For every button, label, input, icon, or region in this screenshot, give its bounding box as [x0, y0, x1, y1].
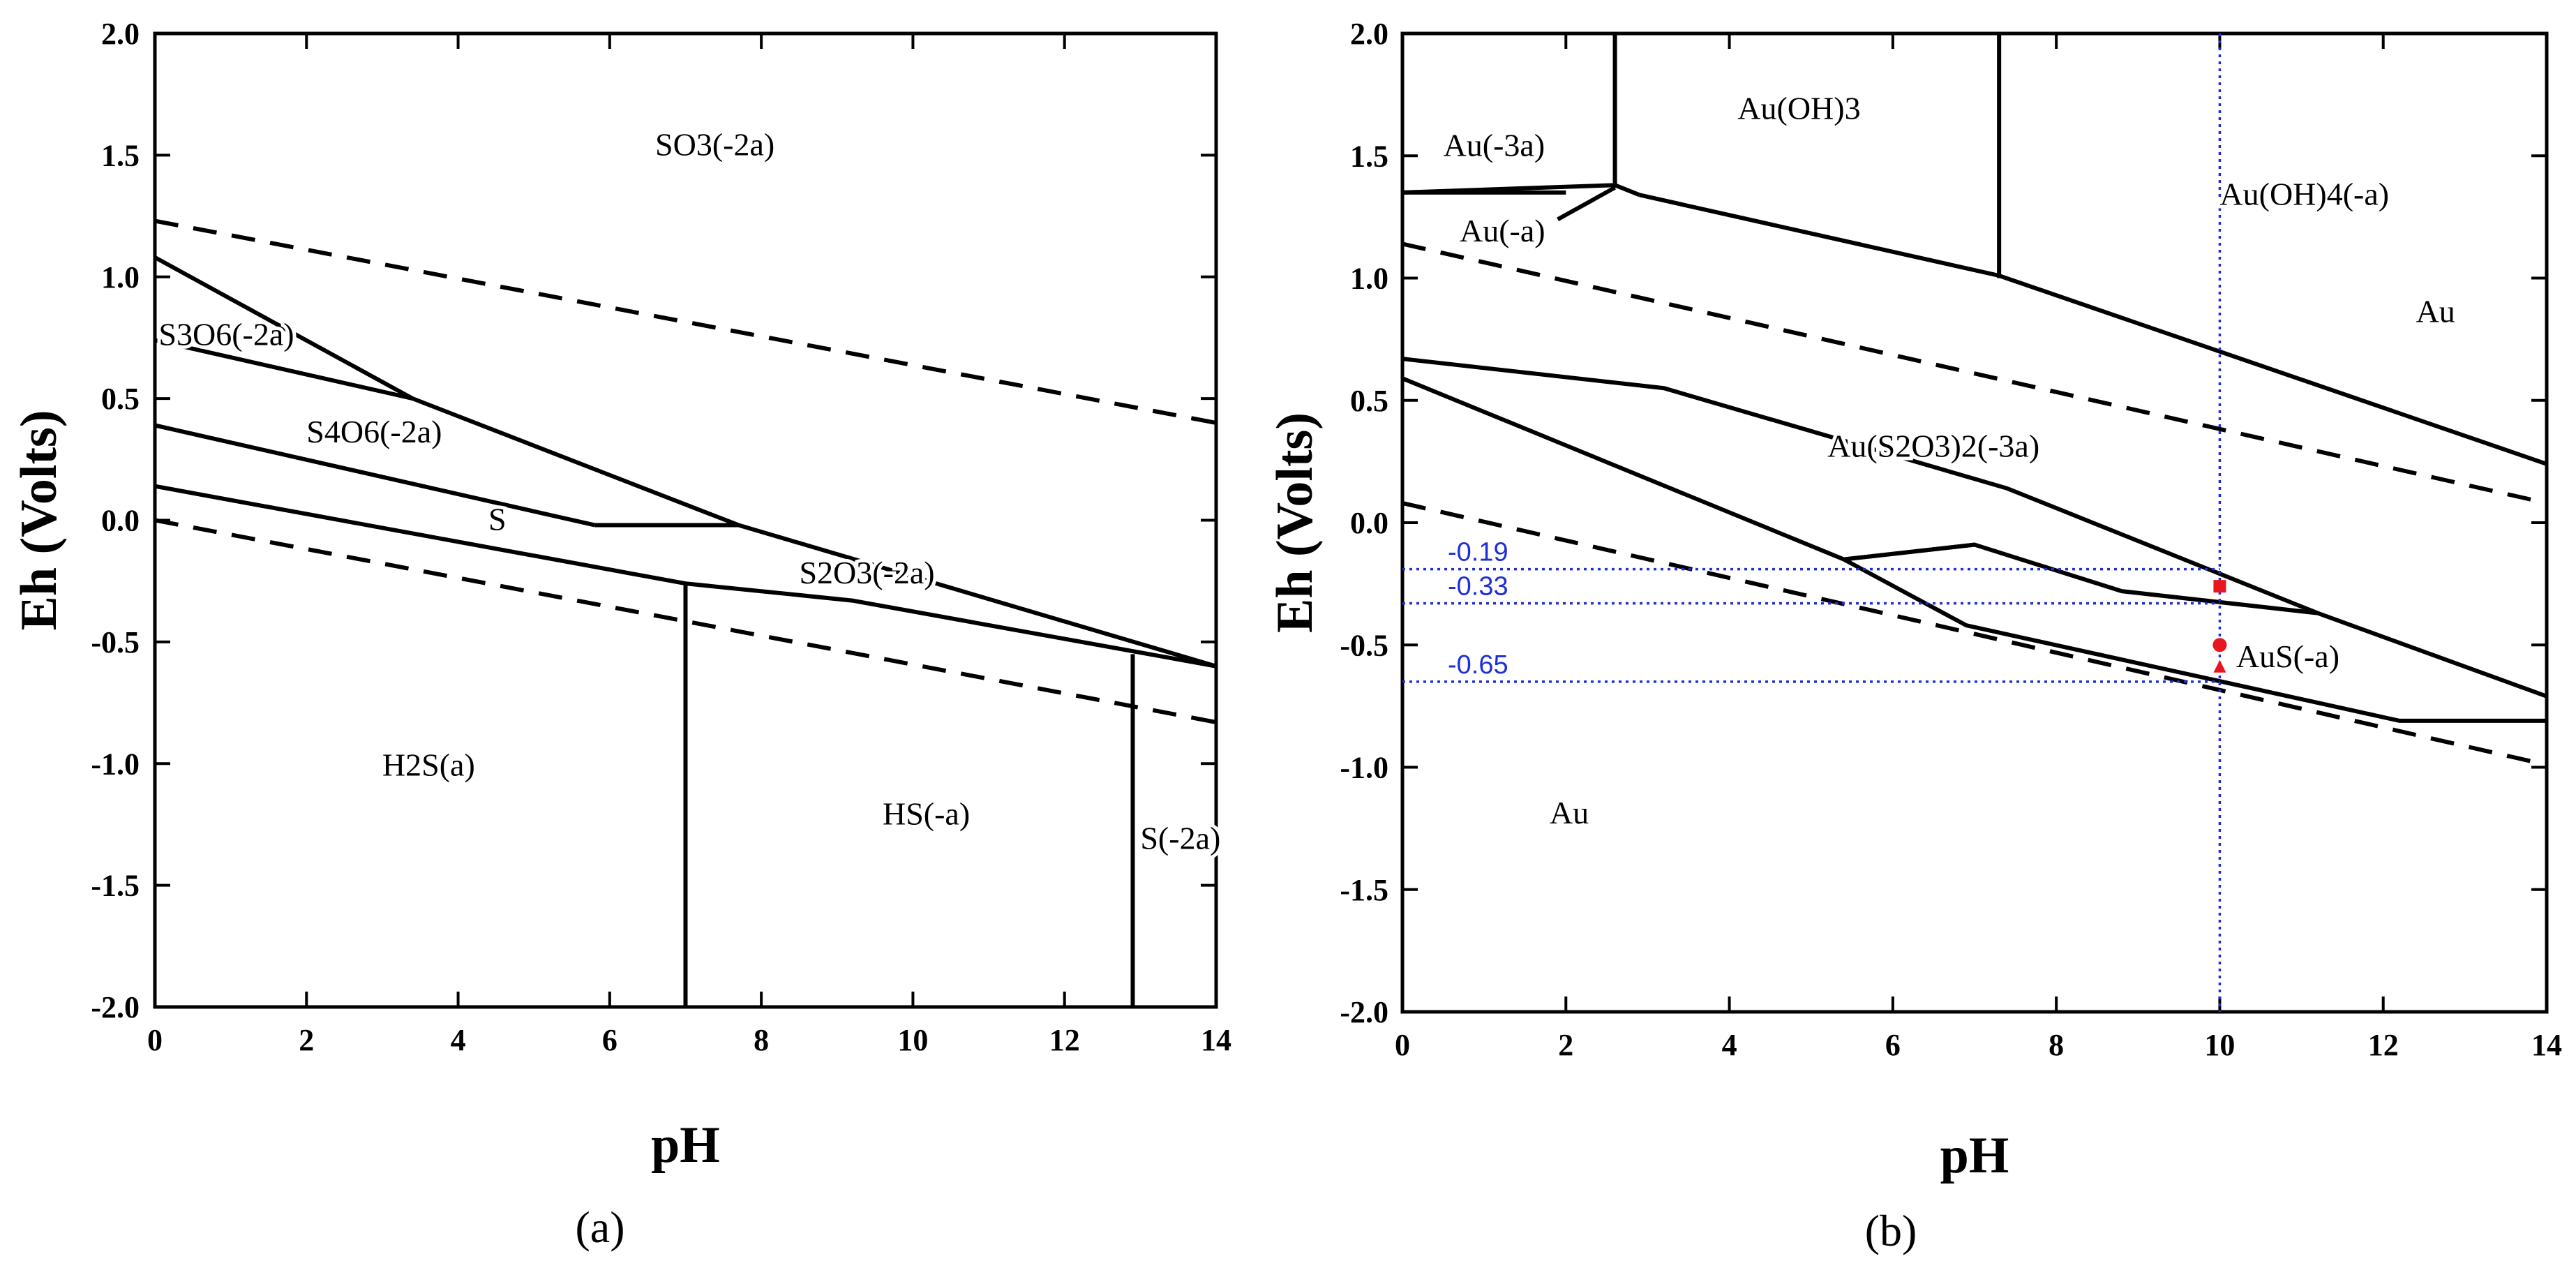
region-label: AuS(-a): [2236, 639, 2339, 674]
data-marker-square: [2213, 580, 2226, 593]
water-line: [155, 218, 1216, 425]
x-tick-label: 6: [1885, 1028, 1901, 1062]
y-tick-label: -0.5: [1340, 628, 1388, 662]
y-tick-label: 2.0: [101, 17, 140, 51]
y-tick-label: 0.5: [101, 382, 140, 416]
x-tick-label: 10: [2204, 1028, 2235, 1062]
y-tick-label: 0.5: [1350, 384, 1388, 418]
plot-area: [155, 218, 1216, 1007]
panel-label: (a): [575, 1202, 624, 1252]
region-label: Au(OH)3: [1737, 91, 1860, 126]
region-label: Au(OH)4(-a): [2219, 176, 2389, 211]
x-tick-label: 2: [299, 1023, 314, 1057]
reference-line-label: -0.33: [1448, 572, 1508, 602]
x-tick-label: 2: [1558, 1028, 1573, 1062]
y-tick-label: 1.0: [1350, 262, 1388, 296]
region-label: Au: [2416, 294, 2455, 329]
phase-boundary: [1402, 376, 1845, 562]
region-label: HS(-a): [883, 796, 970, 831]
x-tick-label: 8: [754, 1023, 769, 1057]
phase-boundary: [1639, 193, 2547, 466]
y-axis-label: Eh (Volts): [10, 410, 68, 631]
y-tick-label: 1.5: [101, 138, 140, 172]
chart-panel-a: -2.0 -1.5 -1.0 -0.5 0.0 0.5 1.0 1.5 2.0 0 2 4 6 8 10 12…: [10, 17, 1231, 1252]
x-tick-label: 14: [2531, 1028, 2562, 1062]
region-label: Au(-a): [1460, 213, 1545, 248]
region-label: S(-2a): [1140, 820, 1220, 856]
y-tick-label: 2.0: [1350, 17, 1388, 51]
region-label: H2S(a): [382, 747, 475, 783]
y-tick-label: -0.5: [91, 625, 140, 659]
y-tick-label: -1.5: [91, 869, 140, 903]
x-tick-label: 0: [1395, 1028, 1410, 1062]
phase-boundary: [1843, 557, 2547, 723]
phase-boundary: [155, 484, 1216, 669]
phase-boundary: [155, 423, 595, 528]
region-label: Au(S2O3)2(-3a): [1827, 428, 2039, 463]
region-label: SO3(-2a): [655, 126, 774, 162]
x-tick-label: 4: [451, 1023, 466, 1057]
x-tick-label: 6: [602, 1023, 617, 1057]
y-tick-label: 0.0: [101, 504, 140, 538]
plot-area: [1402, 33, 2547, 1012]
y-tick-label: 0.0: [1350, 506, 1388, 540]
y-tick-label: -2.0: [1340, 995, 1388, 1029]
x-axis-label: pH: [1940, 1127, 2009, 1184]
region-label: S: [488, 501, 507, 537]
data-marker-triangle: [2213, 659, 2226, 673]
reference-line-label: -0.65: [1448, 650, 1508, 680]
region-label: Au(-3a): [1444, 127, 1545, 163]
phase-boundary: [155, 338, 1216, 669]
region-label: Au: [1550, 795, 1589, 830]
x-tick-label: 14: [1201, 1023, 1231, 1057]
chart-panel-b: -2.0 -1.5 -1.0 -0.5 0.0 0.5 1.0 1.5 2.0 0 2 4 6 8 10 12…: [1266, 17, 2562, 1255]
x-tick-label: 12: [2368, 1028, 2399, 1062]
region-label: S3O6(-2a): [158, 316, 294, 352]
region-label: S2O3(-2a): [799, 555, 934, 590]
x-tick-label: 8: [2049, 1028, 2064, 1062]
water-line: [1402, 501, 2547, 767]
reference-line-label: -0.19: [1448, 538, 1508, 567]
y-tick-label: -1.5: [1340, 873, 1388, 907]
y-axis-label: Eh (Volts): [1266, 412, 1324, 633]
x-axis-label: pH: [651, 1117, 720, 1174]
phase-boundary: [155, 255, 414, 401]
water-line: [155, 518, 1216, 724]
region-label: S4O6(-2a): [306, 414, 442, 449]
x-tick-label: 12: [1049, 1023, 1080, 1057]
water-line: [1402, 241, 2547, 505]
y-tick-label: -2.0: [91, 990, 140, 1024]
y-tick-label: -1.0: [1340, 751, 1388, 785]
data-marker-circle: [2212, 638, 2227, 652]
y-tick-label: 1.5: [1350, 139, 1388, 173]
x-tick-label: 10: [897, 1023, 928, 1057]
phase-boundary: [1402, 357, 2319, 615]
x-tick-label: 4: [1722, 1028, 1737, 1062]
phase-boundary: [1402, 183, 1640, 197]
phase-boundary: [1557, 186, 1617, 222]
phase-boundary: [1843, 542, 1975, 562]
x-tick-label: 0: [147, 1023, 163, 1057]
y-tick-label: 1.0: [101, 260, 140, 294]
panel-label: (b): [1865, 1206, 1917, 1255]
phase-boundary: [1843, 542, 2547, 699]
y-tick-label: -1.0: [91, 747, 140, 781]
